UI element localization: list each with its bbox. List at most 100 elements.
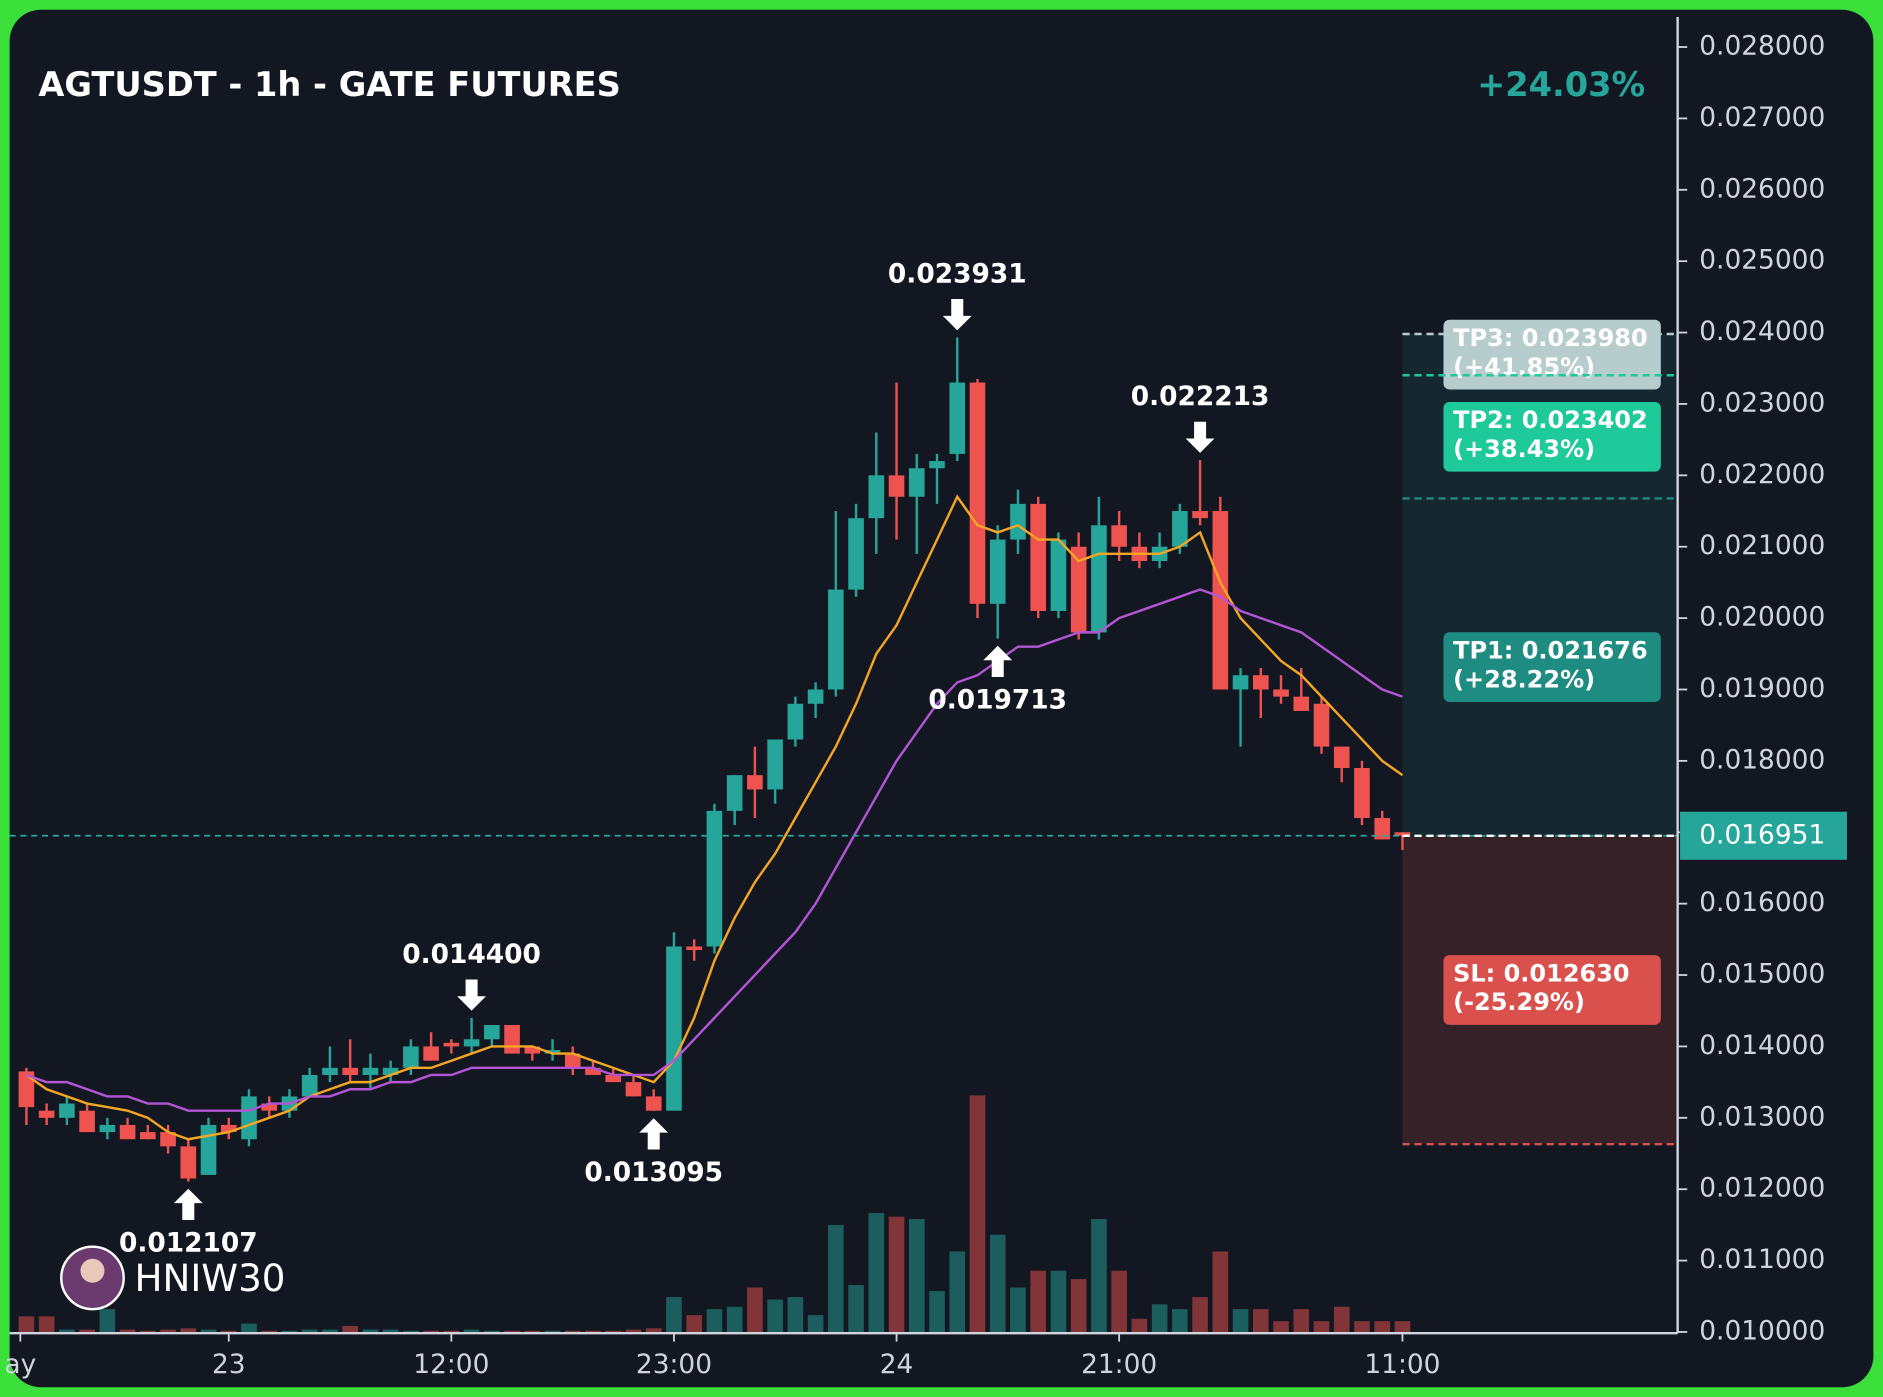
x-tick-label: 23:00: [636, 1349, 712, 1380]
last-price-tag: [1680, 811, 1847, 860]
annotation-arrow: [983, 645, 1013, 678]
annotation-arrow: [1185, 421, 1215, 453]
candle-body: [160, 1132, 176, 1147]
candle-body: [969, 382, 986, 604]
volume-bar: [1091, 1219, 1107, 1334]
candle-body: [180, 1146, 197, 1179]
volume-bar: [200, 1329, 217, 1334]
level-change: (+38.43%): [1453, 435, 1595, 463]
volume-bar: [1192, 1297, 1208, 1334]
candle-body: [625, 1082, 642, 1097]
candle-body: [301, 1074, 318, 1097]
y-tick-label: 0.010000: [1699, 1315, 1825, 1346]
y-tick-label: 0.016000: [1699, 887, 1825, 918]
candle-body: [787, 703, 804, 740]
candle-body: [747, 775, 763, 790]
volume-bar: [767, 1299, 783, 1334]
candle-body: [1091, 525, 1107, 633]
annotation-label: 0.019713: [928, 685, 1067, 716]
level-change: (+28.22%): [1453, 665, 1595, 693]
candle-body: [1212, 511, 1229, 690]
y-tick-label: 0.024000: [1699, 316, 1825, 347]
candle-body: [443, 1042, 460, 1047]
candle-body: [241, 1096, 257, 1140]
candle-body: [686, 946, 702, 951]
y-tick-label: 0.025000: [1699, 245, 1825, 276]
volume-bar: [1313, 1321, 1330, 1334]
candle-body: [38, 1110, 55, 1118]
candle-body: [949, 382, 966, 454]
candle-body: [423, 1046, 439, 1061]
volume-bar: [1151, 1304, 1168, 1334]
y-tick-label: 0.020000: [1699, 602, 1825, 633]
volume-bar: [888, 1216, 905, 1334]
volume-bar: [119, 1329, 136, 1334]
candle-body: [1010, 503, 1026, 540]
volume-bar: [1070, 1279, 1087, 1334]
volume-bar: [645, 1328, 662, 1334]
volume-bar: [1010, 1287, 1026, 1334]
candle-body: [403, 1046, 419, 1068]
candle-body: [828, 589, 844, 690]
candle-body: [989, 539, 1006, 604]
y-tick-label: 0.015000: [1699, 959, 1825, 990]
candle-body: [1394, 832, 1411, 836]
x-tick-label: 24: [880, 1349, 914, 1380]
moving-average: [25, 494, 1404, 1141]
candle-body: [342, 1067, 358, 1075]
volume-bar: [848, 1285, 864, 1334]
moving-average: [26, 588, 1403, 1112]
lines: [25, 494, 1404, 1141]
candle-body: [1354, 768, 1370, 818]
x-tick-label: 23: [212, 1349, 246, 1380]
volume-bar: [180, 1328, 197, 1334]
y-tick-label: 0.019000: [1699, 673, 1825, 704]
volume-bar: [949, 1251, 966, 1334]
candle-body: [140, 1132, 156, 1140]
x-tick-label: 21:00: [1081, 1349, 1157, 1380]
volume-bar: [726, 1306, 743, 1334]
volume-bar: [747, 1287, 763, 1334]
candle-body: [848, 518, 864, 590]
candle-body: [1030, 503, 1047, 611]
volume-bar: [1333, 1306, 1350, 1334]
avatar-face: [80, 1258, 105, 1283]
candle-body: [220, 1124, 237, 1133]
volume-bar: [1232, 1309, 1249, 1334]
candle-body: [666, 946, 682, 1111]
candle-body: [1111, 525, 1127, 547]
volume-bar: [868, 1213, 885, 1334]
y-tick-label: 0.026000: [1699, 173, 1825, 204]
y-tick-label: 0.018000: [1699, 744, 1825, 775]
annotation-arrow: [457, 979, 487, 1011]
volume-bar: [1252, 1309, 1269, 1334]
candle-body: [564, 1053, 581, 1068]
candle-body: [504, 1025, 520, 1054]
y-tick-label: 0.011000: [1699, 1244, 1825, 1275]
candle-body: [1333, 746, 1350, 769]
annotation-label: 0.013095: [584, 1157, 723, 1188]
candle-body: [645, 1096, 662, 1111]
volume-bar: [1293, 1309, 1310, 1334]
candle-body: [1293, 696, 1310, 711]
watermark: HNIW30: [135, 1256, 286, 1300]
volume-bar: [807, 1315, 824, 1334]
y-tick-label: 0.023000: [1699, 387, 1825, 418]
volume-bar: [787, 1297, 804, 1334]
volume-bar: [1273, 1321, 1289, 1334]
volume-bar: [969, 1095, 986, 1334]
candle-body: [1070, 546, 1087, 633]
level-label: TP1: 0.021676: [1453, 637, 1648, 665]
candle-body: [59, 1103, 75, 1118]
volume-bar: [59, 1329, 75, 1334]
volume-bar: [463, 1329, 480, 1334]
level-box: [1443, 402, 1661, 472]
candle-body: [99, 1124, 116, 1133]
volume-bar: [1131, 1318, 1148, 1334]
axes: 0.010000 0.011000 0.012000 0.013000 0.014000…: [4, 31, 1847, 1380]
volume-bar: [1374, 1321, 1391, 1334]
level-box: [1443, 319, 1661, 390]
volume-bar: [1212, 1251, 1229, 1334]
candle-body: [484, 1025, 500, 1040]
